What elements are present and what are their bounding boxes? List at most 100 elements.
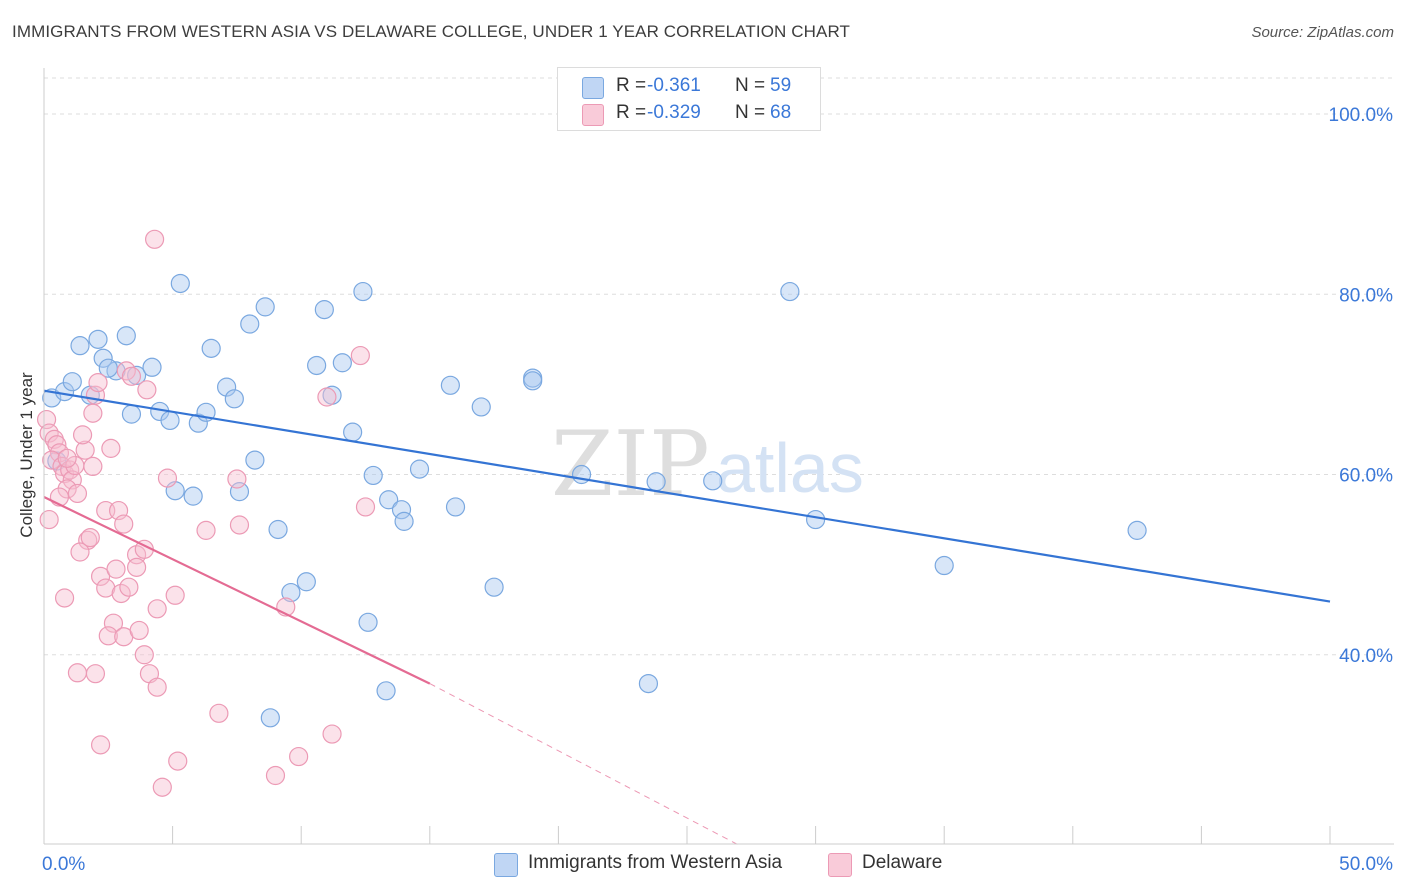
n-value: 68 xyxy=(770,102,792,123)
immigrants-point xyxy=(240,314,260,334)
immigrants-trend-line xyxy=(43,389,1331,603)
delaware-point xyxy=(103,613,124,633)
blue-swatch-icon xyxy=(494,853,518,877)
legend-label: Delaware xyxy=(862,852,943,873)
immigrants-point xyxy=(116,326,136,346)
delaware-point xyxy=(98,626,118,646)
delaware-point xyxy=(165,585,185,605)
delaware-point xyxy=(85,664,106,684)
immigrants-point xyxy=(229,482,250,502)
immigrants-point xyxy=(638,673,659,694)
immigrants-point xyxy=(245,450,265,470)
x-tick-label: 0.0% xyxy=(42,854,85,875)
delaware-point xyxy=(42,450,62,470)
immigrants-point xyxy=(409,459,430,479)
delaware-point xyxy=(209,703,229,723)
grid-layer xyxy=(44,77,1394,656)
watermark: ZIP atlas xyxy=(551,412,864,517)
r-label: R = xyxy=(616,75,647,96)
immigrants-point xyxy=(93,348,113,368)
immigrants-point xyxy=(170,273,190,294)
delaware-point xyxy=(114,514,134,534)
blue-swatch-icon xyxy=(582,77,604,99)
delaware-point xyxy=(119,577,139,597)
delaware-point xyxy=(67,483,88,504)
immigrants-point xyxy=(106,361,126,381)
delaware-point xyxy=(39,423,59,443)
trend-layer xyxy=(43,389,1331,846)
delaware-point xyxy=(144,229,165,249)
immigrants-point xyxy=(217,377,237,397)
delaware-point xyxy=(75,440,95,460)
delaware-point xyxy=(168,751,188,771)
delaware-point xyxy=(106,559,126,579)
n-label: N = xyxy=(735,75,766,96)
delaware-point xyxy=(126,557,147,577)
pink-swatch-icon xyxy=(582,104,604,126)
immigrants-point xyxy=(70,336,90,356)
delaware-point xyxy=(90,566,111,586)
bottom-legend-delaware: Delaware xyxy=(828,852,958,877)
immigrants-point xyxy=(142,357,162,377)
immigrants-point xyxy=(314,300,334,320)
delaware-point xyxy=(121,366,142,386)
delaware-point xyxy=(147,677,167,697)
delaware-point xyxy=(54,464,75,484)
immigrants-point xyxy=(296,572,316,592)
immigrants-point xyxy=(260,708,280,728)
delaware-point xyxy=(90,735,111,755)
delaware-point xyxy=(350,345,370,366)
immigrants-point xyxy=(391,500,412,520)
delaware-point xyxy=(116,361,136,381)
delaware-point xyxy=(88,372,108,393)
immigrants-point xyxy=(62,372,82,392)
y-tick-label: 100.0% xyxy=(1329,105,1394,126)
immigrants-point xyxy=(224,389,244,409)
immigrants-point xyxy=(307,355,327,376)
correlation-legend: R = -0.361 N = 59 R = -0.329 N = 68 xyxy=(557,67,821,131)
delaware-point xyxy=(227,469,247,489)
delaware-point xyxy=(78,530,98,550)
immigrants-point xyxy=(121,404,142,424)
delaware-point xyxy=(111,583,131,604)
immigrants-point xyxy=(88,329,108,349)
delaware-point xyxy=(157,468,178,488)
immigrants-point xyxy=(183,486,203,506)
y-tick-label: 60.0% xyxy=(1339,466,1393,487)
immigrants-point xyxy=(780,281,800,302)
points-layer xyxy=(36,229,1147,797)
delaware-point xyxy=(72,425,93,445)
immigrants-point xyxy=(523,371,543,391)
delaware-point xyxy=(96,578,116,598)
immigrants-point xyxy=(445,497,466,517)
immigrants-point xyxy=(268,519,288,540)
delaware-point xyxy=(152,777,172,797)
delaware-point xyxy=(322,724,342,744)
delaware-point xyxy=(317,387,337,407)
immigrants-point xyxy=(376,681,396,701)
immigrants-point xyxy=(805,509,826,530)
immigrants-point xyxy=(363,465,383,486)
delaware-point xyxy=(70,542,90,562)
legend-label: Immigrants from Western Asia xyxy=(528,852,783,873)
delaware-point xyxy=(134,645,154,665)
immigrants-point xyxy=(255,297,275,317)
r-value: -0.329 xyxy=(647,102,701,123)
delaware-point xyxy=(57,448,77,468)
delaware-point xyxy=(83,403,103,423)
y-tick-label: 40.0% xyxy=(1339,646,1393,667)
r-label: R = xyxy=(616,102,647,123)
delaware-point xyxy=(129,620,149,641)
immigrants-point xyxy=(201,338,221,358)
delaware-point xyxy=(57,479,77,499)
immigrants-point xyxy=(440,375,460,395)
delaware-trend-line xyxy=(43,496,431,685)
delaware-point xyxy=(355,497,376,517)
delaware-point xyxy=(289,746,309,767)
pink-swatch-icon xyxy=(828,853,852,877)
source-label: Source: ZipAtlas.com xyxy=(1251,24,1394,41)
immigrants-point xyxy=(379,490,399,510)
axis-layer: 40.0% 60.0% 80.0% 100.0% 0.0% 50.0% xyxy=(42,68,1394,875)
delaware-trend-extension xyxy=(429,683,739,846)
delaware-point xyxy=(83,456,103,477)
